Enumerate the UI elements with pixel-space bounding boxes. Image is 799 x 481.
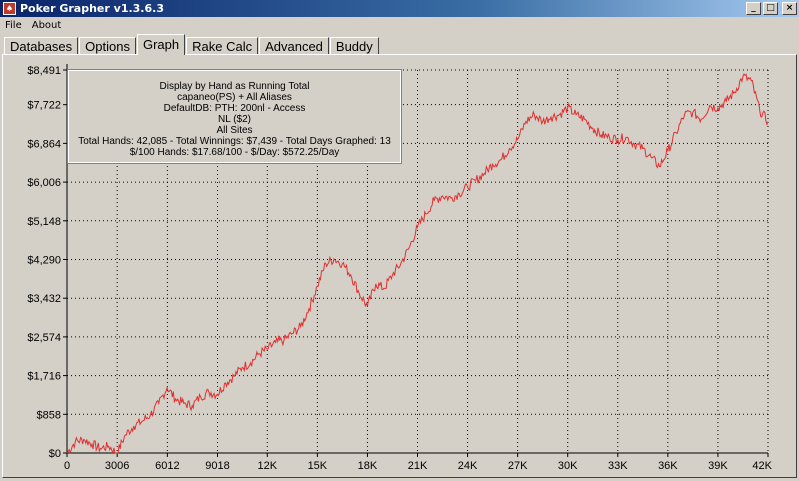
window-title: Poker Grapher v1.3.6.3: [20, 2, 164, 15]
x-tick-label: 0: [64, 460, 70, 472]
tab-strip: Databases Options Graph Rake Calc Advanc…: [4, 34, 380, 55]
x-tick-label: 6012: [155, 460, 179, 472]
tab-options[interactable]: Options: [79, 37, 136, 55]
tab-graph[interactable]: Graph: [136, 34, 186, 55]
info-line-display-mode: Display by Hand as Running Total: [159, 81, 310, 92]
info-line-database: DefaultDB: PTH: 200nl - Access: [163, 103, 306, 114]
x-tick-label: 18K: [358, 460, 378, 472]
y-tick-label: $4,290: [27, 254, 61, 266]
y-tick-label: $858: [37, 409, 61, 421]
winnings-line: [66, 73, 769, 455]
info-line-player: capaneo(PS) + All Aliases: [177, 92, 292, 103]
x-axis-ticks: 0 3006 6012 9018 12K 15K 18K 21K 24K 27K 30K 33K 36K…: [64, 453, 773, 472]
menu-about[interactable]: About: [31, 19, 62, 31]
x-tick-label: 36K: [658, 460, 678, 472]
info-line-rates: $/100 Hands: $17.68/100 - $/Day: $572.25…: [129, 147, 340, 158]
title-bar: ♠ Poker Grapher v1.3.6.3 _ □ ×: [0, 0, 799, 17]
y-tick-label: $0: [49, 448, 61, 460]
info-line-totals: Total Hands: 42,085 - Total Winnings: $7…: [78, 136, 391, 147]
y-tick-label: $7,722: [27, 100, 61, 112]
menu-bar: File About: [0, 17, 799, 33]
close-button[interactable]: ×: [782, 2, 797, 15]
x-tick-label: 15K: [308, 460, 328, 472]
app-icon: ♠: [3, 2, 16, 15]
y-tick-label: $6,006: [27, 177, 61, 189]
x-tick-label: 33K: [608, 460, 628, 472]
tab-buddy[interactable]: Buddy: [329, 37, 379, 55]
x-tick-label: 39K: [708, 460, 728, 472]
x-tick-label: 42K: [752, 460, 772, 472]
x-tick-label: 3006: [105, 460, 129, 472]
maximize-button[interactable]: □: [763, 2, 778, 15]
x-tick-label: 27K: [508, 460, 528, 472]
x-tick-label: 24K: [458, 460, 478, 472]
menu-file[interactable]: File: [5, 19, 22, 31]
graph-info-box: Display by Hand as Running Total capaneo…: [67, 69, 402, 164]
y-tick-label: $8,491: [27, 65, 61, 77]
y-tick-label: $5,148: [27, 216, 61, 228]
tab-rake-calc[interactable]: Rake Calc: [186, 37, 259, 55]
info-line-sites: All Sites: [216, 125, 253, 136]
y-tick-label: $1,716: [27, 371, 61, 383]
x-tick-label: 21K: [408, 460, 428, 472]
x-tick-label: 9018: [205, 460, 229, 472]
info-line-limit: NL ($2): [218, 114, 251, 125]
y-tick-label: $6,864: [27, 138, 61, 150]
graph-panel: [2, 54, 797, 478]
y-tick-label: $3,432: [27, 293, 61, 305]
x-tick-label: 30K: [558, 460, 578, 472]
tab-advanced[interactable]: Advanced: [259, 37, 329, 55]
tab-databases[interactable]: Databases: [4, 37, 79, 55]
y-axis-ticks: $0 $858 $1,716 $2,574 $3,432 $4,290 $5,148 $6,0…: [27, 65, 67, 460]
y-tick-label: $2,574: [27, 332, 61, 344]
x-tick-label: 12K: [257, 460, 277, 472]
minimize-button[interactable]: _: [746, 2, 761, 15]
